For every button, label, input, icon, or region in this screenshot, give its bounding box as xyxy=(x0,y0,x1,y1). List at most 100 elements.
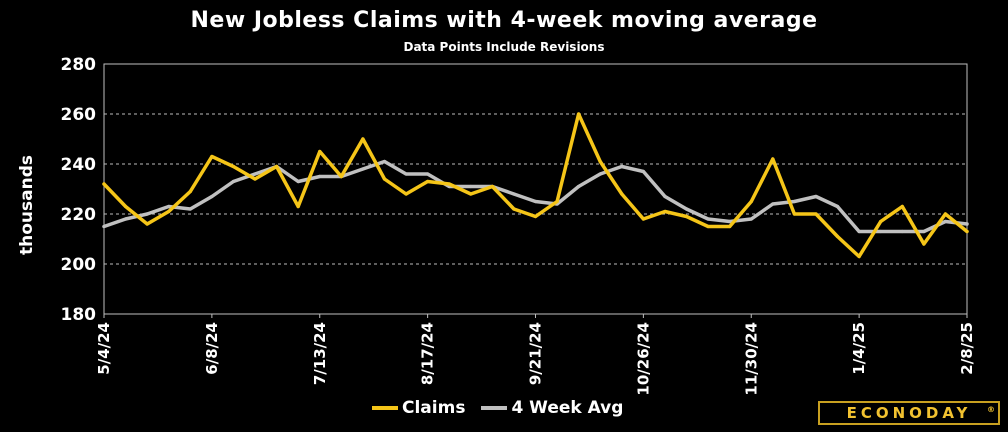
data-point-claims-34 xyxy=(835,234,840,239)
data-point-claims-39 xyxy=(943,212,948,216)
data-point-claims-36 xyxy=(879,219,883,224)
data-point-claims-0 xyxy=(102,182,106,186)
data-point-4-week-avg-36 xyxy=(879,229,883,234)
data-point-4-week-avg-35 xyxy=(857,229,861,234)
data-point-claims-26 xyxy=(663,209,667,214)
data-point-claims-22 xyxy=(577,112,581,116)
data-point-4-week-avg-39 xyxy=(943,219,948,224)
data-point-4-week-avg-4 xyxy=(188,207,192,211)
data-point-claims-6 xyxy=(231,164,236,169)
legend-item-claims: Claims xyxy=(372,398,465,418)
data-point-4-week-avg-6 xyxy=(231,179,236,184)
data-point-4-week-avg-38 xyxy=(922,229,926,234)
data-point-4-week-avg-9 xyxy=(296,179,300,184)
data-point-claims-35 xyxy=(857,254,861,259)
data-point-claims-3 xyxy=(167,209,171,214)
data-point-claims-37 xyxy=(900,204,904,209)
data-point-4-week-avg-7 xyxy=(253,172,257,176)
data-point-4-week-avg-2 xyxy=(145,212,149,216)
y-tick-label-240: 240 xyxy=(61,155,97,175)
chart-subtitle: Data Points Include Revisions xyxy=(403,40,605,54)
legend-label-claims: Claims xyxy=(402,398,466,418)
series-line-4-week-avg xyxy=(102,159,969,234)
y-tick-label-180: 180 xyxy=(61,305,97,325)
econoday-logo: ECONODAY ® xyxy=(818,401,1000,425)
data-point-claims-33 xyxy=(814,212,818,216)
data-point-4-week-avg-10 xyxy=(318,174,322,179)
data-point-claims-38 xyxy=(922,242,926,246)
x-tick-label-3: 8/17/24 xyxy=(419,322,437,385)
data-point-claims-11 xyxy=(339,174,343,179)
data-point-4-week-avg-22 xyxy=(577,184,581,189)
legend-label-4-week-avg: 4 Week Avg xyxy=(511,398,624,418)
data-point-claims-16 xyxy=(447,182,451,186)
y-tick-label-280: 280 xyxy=(61,55,97,75)
logo-text: ECONODAY xyxy=(846,404,972,422)
data-point-claims-19 xyxy=(512,207,516,211)
data-point-claims-21 xyxy=(555,199,559,204)
data-point-4-week-avg-24 xyxy=(620,164,624,169)
data-point-claims-2 xyxy=(145,222,149,226)
legend: Claims 4 Week Avg xyxy=(372,398,639,418)
data-point-claims-40 xyxy=(965,229,969,234)
data-point-claims-31 xyxy=(771,157,775,161)
x-tick-label-7: 1/4/25 xyxy=(850,322,868,375)
data-point-claims-10 xyxy=(318,149,322,154)
data-point-claims-12 xyxy=(361,137,365,141)
legend-swatch-claims xyxy=(372,406,398,410)
data-point-4-week-avg-3 xyxy=(167,204,171,209)
data-point-4-week-avg-19 xyxy=(512,192,516,196)
legend-item-4-week-avg: 4 Week Avg xyxy=(481,398,623,418)
x-tick-label-5: 10/26/24 xyxy=(634,322,652,396)
data-point-claims-30 xyxy=(749,199,753,204)
data-point-4-week-avg-30 xyxy=(749,217,753,221)
data-point-4-week-avg-14 xyxy=(404,172,408,176)
data-point-claims-17 xyxy=(469,192,473,196)
data-point-claims-18 xyxy=(490,184,494,189)
data-point-4-week-avg-32 xyxy=(792,199,797,204)
logo-registered-mark: ® xyxy=(987,405,995,414)
data-point-4-week-avg-25 xyxy=(641,169,645,174)
data-point-4-week-avg-23 xyxy=(598,172,602,176)
data-point-4-week-avg-5 xyxy=(210,194,214,199)
data-point-4-week-avg-0 xyxy=(102,224,106,229)
data-point-4-week-avg-40 xyxy=(965,222,969,226)
plot-area-frame xyxy=(103,63,968,315)
y-tick-label-220: 220 xyxy=(61,205,97,225)
x-tick-label-1: 6/8/24 xyxy=(203,322,221,375)
data-point-4-week-avg-33 xyxy=(814,194,818,199)
y-tick-label-200: 200 xyxy=(61,255,97,275)
data-point-4-week-avg-26 xyxy=(663,194,667,199)
data-point-claims-29 xyxy=(728,224,732,229)
data-point-claims-9 xyxy=(296,204,300,209)
data-point-4-week-avg-1 xyxy=(123,217,128,221)
data-point-claims-14 xyxy=(404,192,408,196)
data-point-claims-32 xyxy=(792,212,797,216)
data-point-4-week-avg-20 xyxy=(533,199,538,204)
x-tick-label-6: 11/30/24 xyxy=(742,322,760,396)
data-point-4-week-avg-17 xyxy=(469,184,473,189)
data-point-claims-7 xyxy=(253,177,257,181)
data-point-4-week-avg-37 xyxy=(900,229,904,234)
data-point-claims-5 xyxy=(210,154,214,159)
data-point-claims-8 xyxy=(275,164,279,169)
data-point-claims-24 xyxy=(620,192,624,196)
legend-swatch-4-week-avg xyxy=(481,406,508,410)
data-point-4-week-avg-13 xyxy=(382,159,387,164)
x-tick-label-8: 2/8/25 xyxy=(958,322,976,375)
data-point-4-week-avg-34 xyxy=(835,204,840,209)
data-point-claims-27 xyxy=(684,214,689,219)
chart-title: New Jobless Claims with 4-week moving av… xyxy=(190,8,818,33)
data-point-claims-1 xyxy=(123,204,128,209)
data-point-claims-13 xyxy=(382,177,387,181)
data-point-4-week-avg-15 xyxy=(426,172,430,176)
data-point-claims-28 xyxy=(706,224,710,229)
data-point-4-week-avg-29 xyxy=(728,219,732,224)
data-point-4-week-avg-28 xyxy=(706,217,710,221)
y-tick-label-260: 260 xyxy=(61,105,97,125)
data-point-claims-25 xyxy=(641,217,645,221)
data-point-claims-15 xyxy=(426,179,430,184)
data-point-claims-23 xyxy=(598,159,602,164)
data-point-claims-20 xyxy=(533,214,538,219)
